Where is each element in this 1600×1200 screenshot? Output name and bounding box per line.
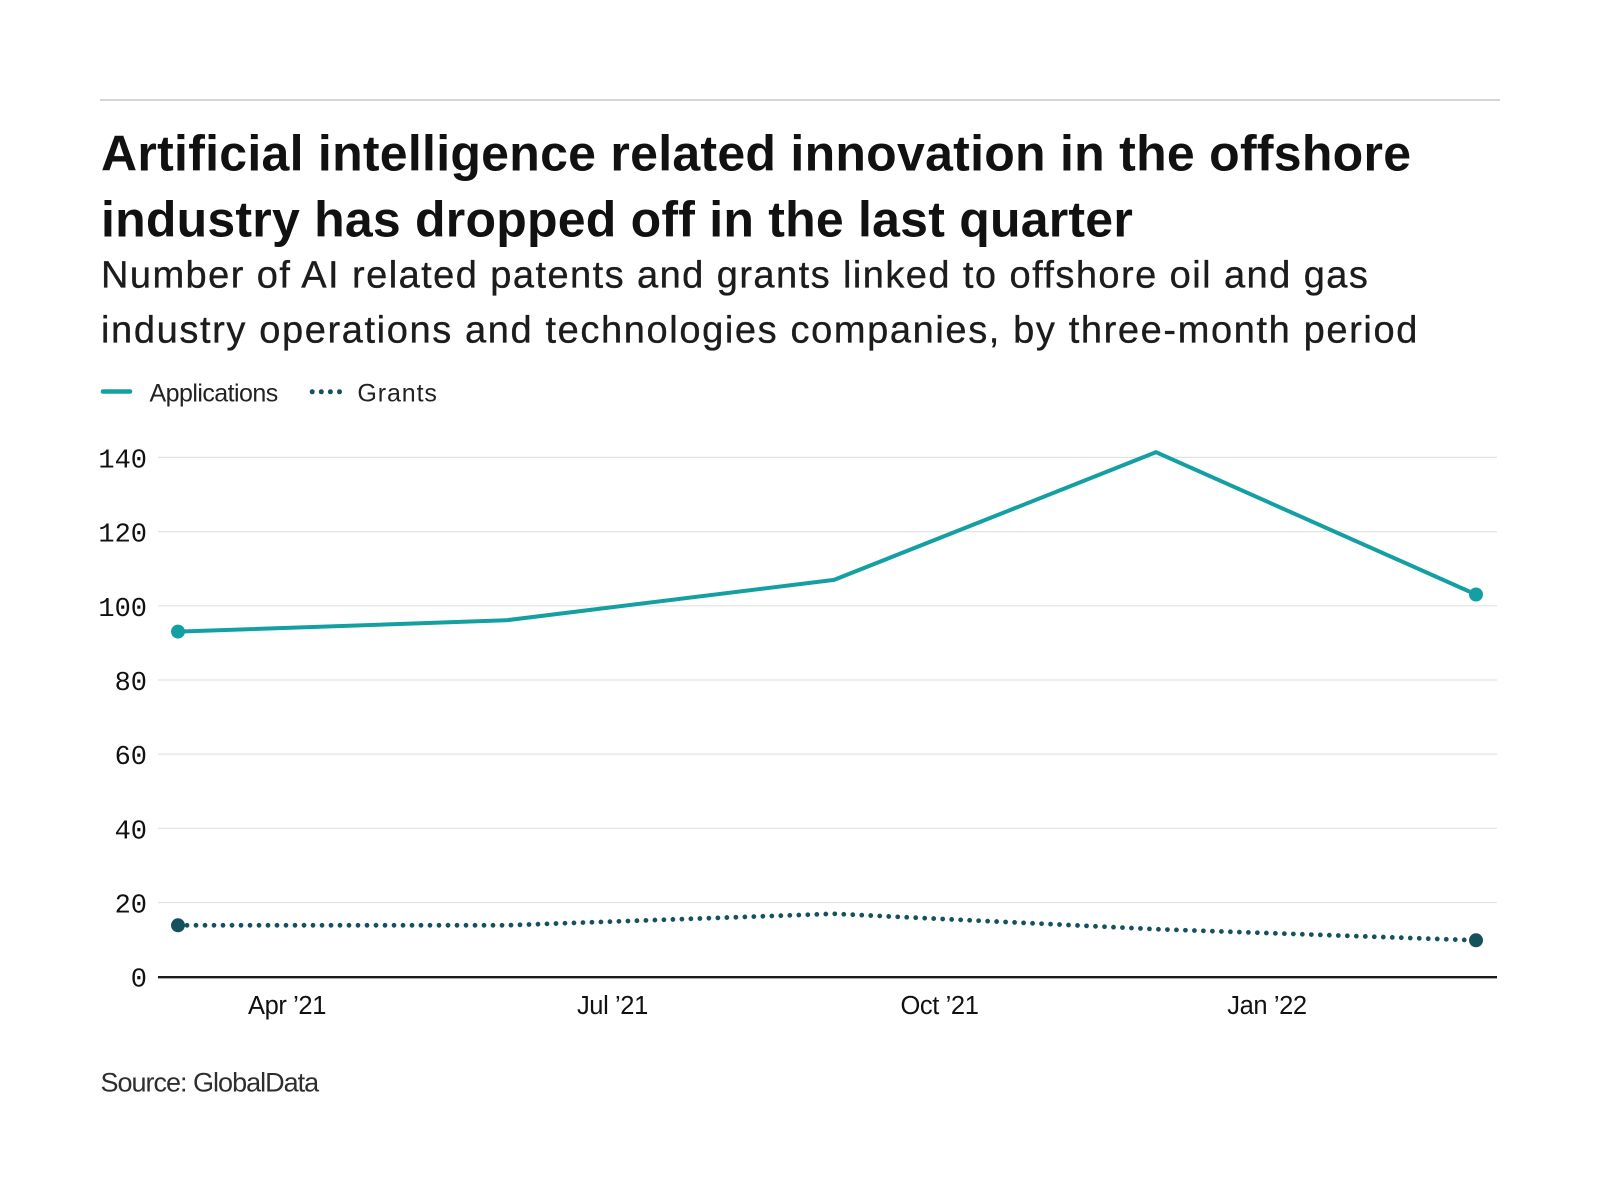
svg-text:Source: GlobalData: Source: GlobalData [101,1068,321,1098]
svg-text:Jul ’21: Jul ’21 [577,992,648,1020]
svg-text:120: 120 [98,521,147,551]
svg-text:80: 80 [115,669,147,699]
svg-text:industry has dropped off in th: industry has dropped off in the last qua… [101,192,1133,248]
svg-text:60: 60 [115,743,147,773]
svg-text:140: 140 [98,446,147,476]
svg-text:Applications: Applications [150,380,278,408]
svg-text:40: 40 [115,817,147,847]
svg-text:0: 0 [131,966,147,996]
svg-text:Artificial intelligence relate: Artificial intelligence related innovati… [101,126,1411,182]
svg-text:Oct ’21: Oct ’21 [901,992,979,1020]
svg-text:Grants: Grants [357,380,437,408]
svg-text:industry operations and techno: industry operations and technologies com… [101,309,1419,351]
svg-text:20: 20 [115,892,147,922]
svg-text:Apr ’21: Apr ’21 [248,992,326,1020]
svg-text:Jan ’22: Jan ’22 [1227,992,1306,1020]
svg-text:100: 100 [98,595,147,625]
svg-text:Number of AI related patents a: Number of AI related patents and grants … [101,254,1369,296]
